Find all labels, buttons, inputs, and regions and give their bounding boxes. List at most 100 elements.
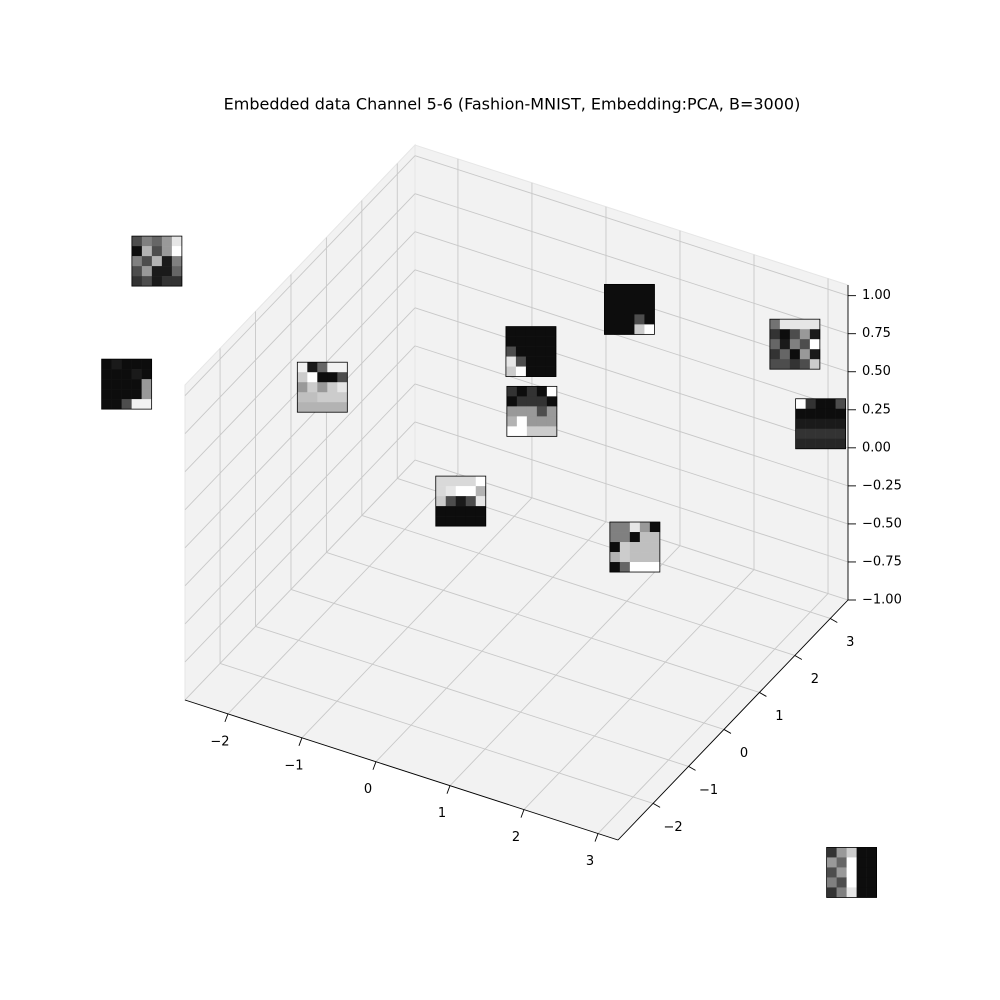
image-pixel — [604, 304, 615, 315]
image-pixel — [141, 399, 152, 410]
y-tick — [723, 729, 732, 734]
image-marker — [769, 318, 821, 370]
grid-line — [375, 521, 607, 763]
image-pixel — [825, 408, 836, 420]
image-pixel — [317, 402, 328, 413]
image-pixel — [475, 476, 487, 487]
image-pixel — [624, 324, 635, 335]
image-pixel — [866, 847, 877, 858]
image-pixel — [856, 857, 867, 868]
image-pixel — [506, 386, 518, 397]
image-pixel — [619, 542, 631, 553]
image-pixel — [629, 522, 641, 533]
image-pixel — [151, 256, 163, 267]
image-pixel — [307, 362, 318, 373]
image-pixel — [327, 362, 338, 373]
image-pixel — [151, 276, 163, 287]
image-pixel — [836, 887, 847, 898]
image-pixel — [337, 362, 348, 373]
image-pixel — [795, 428, 806, 440]
image-pixel — [506, 426, 518, 437]
image-pixel — [161, 266, 173, 277]
grid-line — [227, 473, 459, 715]
image-pixel — [525, 356, 537, 367]
image-pixel — [161, 256, 173, 267]
image-pixel — [826, 867, 837, 878]
image-pixel — [644, 324, 655, 335]
grid-line — [414, 345, 849, 487]
image-pixel — [307, 382, 318, 393]
image-pixel — [836, 867, 847, 878]
image-pixel — [141, 369, 152, 380]
grid-line — [361, 515, 795, 656]
image-pixel — [516, 396, 528, 407]
image-pixel — [799, 319, 811, 330]
image-pixel — [604, 314, 615, 325]
image-pixel — [141, 359, 152, 370]
image-pixel — [141, 256, 153, 267]
image-pixel — [614, 294, 625, 305]
image-pixel — [619, 532, 631, 543]
image-pixel — [297, 372, 308, 383]
grid-line — [184, 345, 416, 587]
grid-line — [301, 497, 533, 739]
z-tick-label: −1.00 — [862, 593, 902, 608]
image-pixel — [609, 562, 621, 573]
image-pixel — [515, 336, 527, 347]
x-axis — [184, 699, 619, 841]
grid-line — [290, 589, 725, 730]
image-pixel — [799, 339, 811, 350]
image-pixel — [805, 398, 816, 410]
image-pixel — [526, 416, 538, 427]
image-pixel — [836, 847, 847, 858]
image-pixel — [546, 426, 558, 437]
image-pixel — [614, 314, 625, 325]
image-pixel — [826, 877, 837, 888]
image-pixel — [779, 359, 791, 370]
image-pixel — [516, 426, 528, 437]
image-pixel — [545, 366, 557, 377]
image-pixel — [629, 532, 641, 543]
z-tick-label: −0.50 — [862, 516, 902, 531]
image-pixel — [545, 346, 557, 357]
image-pixel — [455, 516, 467, 527]
image-pixel — [789, 329, 801, 340]
image-pixel — [526, 406, 538, 417]
grid-line — [597, 593, 829, 834]
image-pixel — [614, 304, 625, 315]
image-pixel — [609, 542, 621, 553]
y-tick-label: 3 — [846, 635, 854, 650]
image-pixel — [505, 346, 517, 357]
image-pixel — [337, 382, 348, 393]
image-pixel — [475, 486, 487, 497]
image-pixel — [525, 336, 537, 347]
x-tick-label: 2 — [512, 830, 520, 845]
grid-line — [184, 421, 416, 663]
image-pixel — [644, 314, 655, 325]
image-pixel — [826, 847, 837, 858]
image-pixel — [639, 562, 651, 573]
image-marker — [505, 326, 557, 377]
image-pixel — [779, 329, 791, 340]
image-pixel — [815, 408, 826, 420]
image-pixel — [141, 276, 153, 287]
image-pixel — [624, 314, 635, 325]
image-pixel — [131, 276, 143, 287]
image-pixel — [337, 372, 348, 383]
image-pixel — [131, 246, 143, 257]
image-pixel — [297, 392, 308, 403]
image-marker — [795, 398, 847, 450]
image-pixel — [835, 428, 846, 440]
image-pixel — [536, 386, 548, 397]
image-pixel — [465, 506, 477, 517]
image-pixel — [639, 532, 651, 543]
image-pixel — [604, 324, 615, 335]
x-tick — [298, 737, 303, 746]
image-pixel — [525, 346, 537, 357]
grid-line — [414, 421, 849, 563]
image-pixel — [835, 408, 846, 420]
image-pixel — [445, 516, 457, 527]
image-pixel — [866, 867, 877, 878]
y-tick — [688, 766, 696, 771]
